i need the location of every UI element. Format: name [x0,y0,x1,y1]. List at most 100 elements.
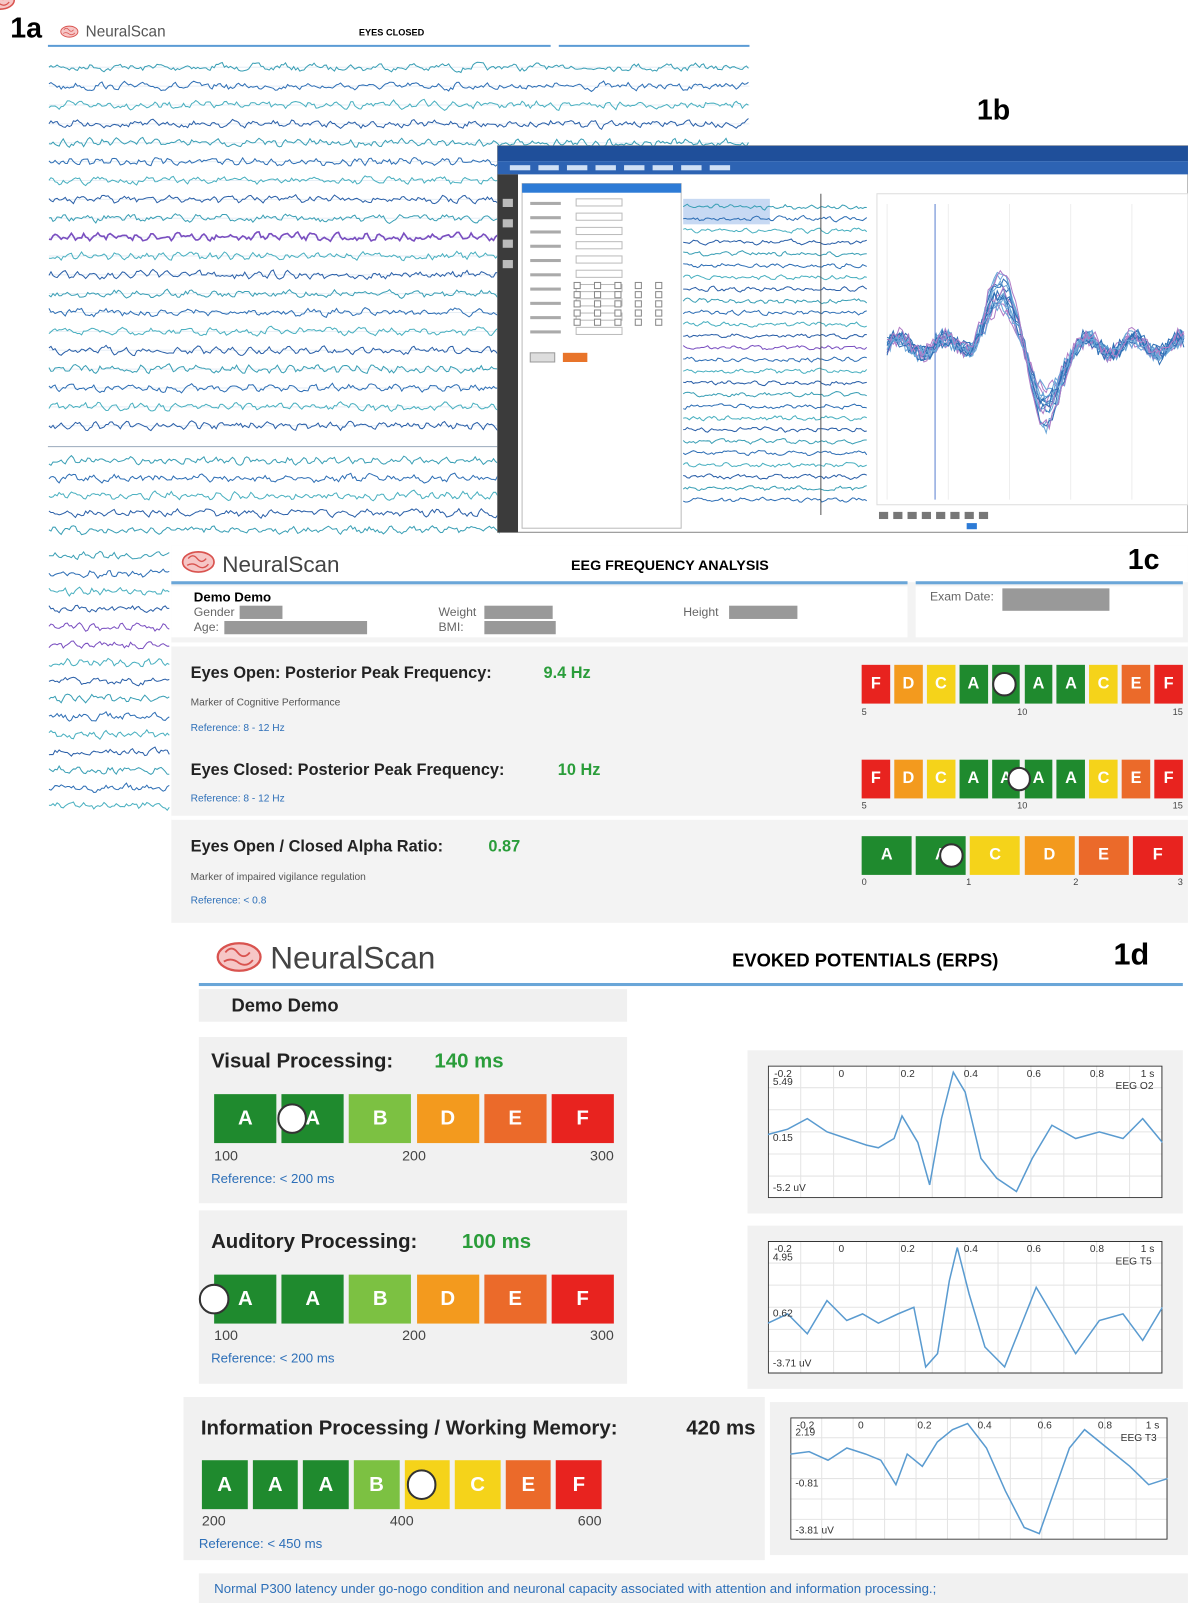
grade-cell: A [959,665,987,704]
redacted [1002,588,1109,610]
x-label: 0.4 [977,1420,991,1431]
toolbar-item [710,165,730,170]
grade-cell: D [894,760,922,799]
grade-cell: F [551,1094,613,1143]
patient-name: Demo Demo [194,589,271,604]
y-label: 0.15 [773,1132,793,1143]
grade-cell: A [1057,760,1085,799]
toolbar-item [567,165,587,170]
dialog-text [530,202,561,205]
eeg-trace [49,456,500,466]
metric-value: 10 Hz [558,762,601,780]
patient-name: Demo Demo [231,995,338,1016]
metric-label: Eyes Open / Closed Alpha Ratio: [191,838,443,856]
button [563,353,587,362]
grade-cell: E [484,1275,546,1324]
eeg-trace [49,802,169,810]
x-label: 0.2 [917,1420,931,1431]
dialog-text [530,216,561,219]
scale-tick: 3 [1178,877,1183,887]
channel-label: EEG T3 [1121,1433,1157,1444]
report-title: EEG FREQUENCY ANALYSIS [571,557,769,573]
panel-label: 1a [10,12,42,45]
grade-cell: C [1089,760,1117,799]
brain-icon [182,550,223,581]
eeg-trace [49,526,500,535]
field-label: Height [683,605,718,619]
field-label: Exam Date: [930,589,994,603]
sidebar-icon [503,219,513,227]
checkbox [615,301,621,307]
page: {"panel_labels":["1a","1b","1c","1d"], "… [0,0,1188,1603]
brain-icon [0,0,14,9]
control [979,512,988,519]
dialog-field [576,199,622,206]
checkbox [594,310,600,316]
checkbox [574,319,580,325]
scale-tick: 100 [214,1327,238,1343]
metric-value: 100 ms [462,1231,531,1254]
grade-cell: A [214,1094,276,1143]
sidebar-icon [503,199,513,207]
metric-reference: Reference: 8 - 12 Hz [191,793,285,804]
y-label: -5.2 uV [773,1183,806,1194]
button [530,353,554,362]
grade-cell: E [1122,760,1150,799]
eeg-trace [49,490,500,501]
metric-value: 420 ms [686,1417,755,1440]
sidebar-icon [503,240,513,248]
x-label: 0.4 [964,1244,978,1255]
metric-note: Marker of Cognitive Performance [191,697,341,708]
scale-tick: 1 [966,877,971,887]
dialog-text [530,316,561,319]
scale-tick: 100 [214,1147,238,1163]
checkbox [635,282,641,288]
control [908,512,917,519]
score-marker [993,672,1017,696]
selection [683,199,770,224]
checkbox [656,301,662,307]
checkbox [635,310,641,316]
eeg-trace [49,587,169,596]
scale-tick: 5 [862,707,867,717]
grade-cell: D [417,1275,479,1324]
metric-note: Marker of impaired vigilance regulation [191,872,366,883]
x-label: 0.4 [964,1069,978,1080]
checkbox [574,292,580,298]
grade-cell: F [862,665,890,704]
brand: NeuralScan [270,940,435,977]
redacted [240,606,283,619]
dialog-title [522,184,681,193]
x-label: 0.6 [1027,1069,1041,1080]
grade-cell: A [282,1275,344,1324]
scale-tick: 600 [578,1512,602,1528]
scale-tick: 15 [1173,800,1183,810]
channel-label: EEG O2 [1116,1081,1154,1092]
field-label: Weight [438,605,476,619]
redacted [484,621,555,634]
x-label: 1 s [1146,1420,1160,1431]
view-title: EYES CLOSED [359,28,424,38]
metric-label: Eyes Open: Posterior Peak Frequency: [191,665,492,683]
metric-value: 0.87 [488,838,520,856]
x-label: 0.6 [1038,1420,1052,1431]
checkbox [594,319,600,325]
dialog-field [576,270,622,277]
dialog-text [530,330,561,333]
x-label: 1 s [1141,1069,1155,1080]
toolbar-item [596,165,616,170]
grade-cell: C [970,836,1020,875]
x-label: 0 [858,1420,864,1431]
eeg-trace [49,712,169,721]
redacted [224,621,367,634]
grade-cell: F [1154,760,1182,799]
metric-label: Visual Processing: [211,1050,393,1073]
screenshot: 1aNeuralScanEYES CLOSED1bNeuralScanEEG F… [0,0,1188,1603]
grade-cell: E [1078,836,1128,875]
grade-cell: D [894,665,922,704]
checkbox [615,292,621,298]
divider [916,581,1183,584]
scale-tick: 2 [1073,877,1078,887]
checkbox [635,292,641,298]
grade-cell: F [862,760,890,799]
